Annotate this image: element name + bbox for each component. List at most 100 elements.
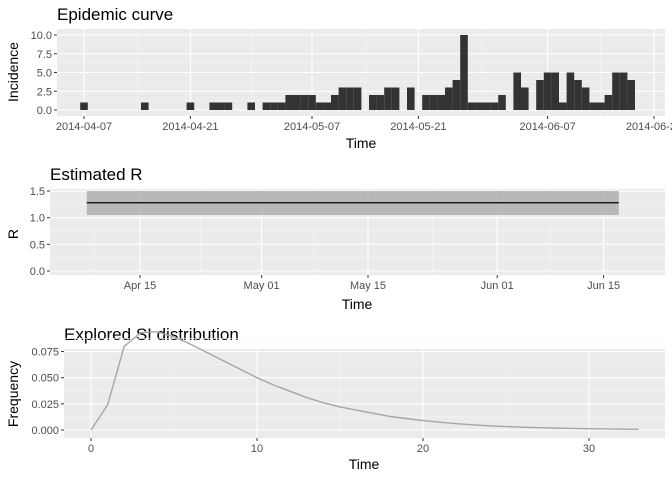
x-tick-labels: Apr 15 May 01 May 15 Jun 01 Jun 15 [124, 275, 620, 292]
y-tick-label: 0.000 [31, 425, 59, 437]
x-tick-label: 20 [417, 443, 429, 455]
x-tick-label: May 01 [244, 280, 280, 292]
panel-estimated-r: Estimated R 0.0 0.5 1.0 1.5 Apr 15 May 01 May… [5, 165, 665, 312]
bar [270, 102, 278, 110]
bar [391, 87, 400, 110]
bar [277, 102, 286, 110]
chart-title: Epidemic curve [57, 5, 173, 24]
bar [513, 72, 521, 110]
bar [619, 72, 628, 110]
y-tick-label: 10.0 [31, 30, 52, 42]
bar [452, 80, 461, 110]
bar [521, 87, 529, 110]
panel-epidemic-curve: Epidemic curve 0.0 2.5 5.0 7.5 10.0 2014-04-… [5, 5, 672, 151]
bar [186, 102, 195, 110]
x-tick-label: 2014-06-07 [519, 121, 575, 133]
bar [566, 72, 575, 110]
bar [338, 87, 347, 110]
bar [574, 80, 582, 110]
si-line [90, 330, 639, 431]
x-tick-label: Apr 15 [124, 280, 156, 292]
x-axis-label: Time [349, 456, 380, 472]
bar [80, 102, 88, 110]
si-distribution-line [90, 330, 639, 431]
x-tick-label: 10 [251, 443, 263, 455]
bar [422, 95, 430, 110]
bar [559, 102, 567, 110]
x-tick-labels: 2014-04-07 2014-04-21 2014-05-07 2014-05-21… [56, 116, 672, 133]
y-axis-label: Frequency [5, 361, 21, 427]
y-tick-label: 1.5 [30, 186, 45, 198]
x-tick-label: 2014-05-21 [390, 121, 446, 133]
bars [80, 35, 635, 110]
x-tick-label: 2014-04-21 [162, 121, 218, 133]
bar [597, 102, 605, 110]
bar [217, 102, 225, 110]
y-axis-label: R [5, 229, 21, 239]
chart-title: Estimated R [50, 165, 143, 184]
bar [498, 95, 506, 110]
x-tick-label: 2014-04-07 [56, 121, 112, 133]
y-axis-label: Incidence [5, 42, 21, 102]
bar [536, 80, 544, 110]
x-tick-label: Jun 15 [587, 280, 620, 292]
bar [293, 95, 301, 110]
bar [315, 102, 324, 110]
y-tick-label: 0.5 [30, 239, 45, 251]
bar [604, 95, 613, 110]
y-tick-label: 1.0 [30, 213, 45, 225]
x-tick-label: 2014-05-07 [284, 121, 340, 133]
bar [224, 102, 233, 110]
x-axis-label: Time [346, 135, 377, 151]
bar [384, 87, 392, 110]
bar [445, 87, 453, 110]
x-tick-label: May 15 [350, 280, 386, 292]
x-tick-labels: 0 10 20 30 [88, 438, 595, 455]
bar [581, 87, 590, 110]
bar [589, 102, 597, 110]
bar [346, 87, 354, 110]
bar [543, 72, 552, 110]
bar [551, 72, 559, 110]
y-tick-label: 0.025 [31, 399, 59, 411]
bar [353, 87, 362, 110]
bar [323, 102, 331, 110]
bar [141, 102, 149, 110]
bar [490, 102, 499, 110]
bar [467, 102, 476, 110]
y-tick-label: 0.0 [30, 266, 45, 278]
x-tick-label: 30 [583, 443, 595, 455]
bar [429, 95, 438, 110]
y-tick-label: 2.5 [37, 86, 52, 98]
grid-lines [64, 338, 665, 438]
bar [627, 80, 635, 110]
y-tick-label: 0.075 [31, 347, 59, 359]
bar [460, 35, 468, 110]
bar [285, 95, 293, 110]
y-tick-labels: 0.0 2.5 5.0 7.5 10.0 [31, 30, 57, 117]
chart-title: Explored SI distribution [64, 325, 239, 344]
estimate-marks [86, 191, 619, 216]
y-tick-label: 7.5 [37, 49, 52, 61]
bar [262, 102, 271, 110]
y-tick-label: 5.0 [37, 68, 52, 80]
x-tick-label: 0 [88, 443, 94, 455]
bar [612, 72, 620, 110]
plot-background [64, 349, 665, 438]
bar [437, 95, 445, 110]
bar [475, 102, 483, 110]
bar [308, 95, 316, 110]
x-tick-label: 2014-06-21 [626, 121, 672, 133]
y-tick-label: 0.0 [37, 105, 52, 117]
bar [300, 95, 309, 110]
bar [483, 102, 491, 110]
bar [209, 102, 217, 110]
x-tick-label: Jun 01 [481, 280, 514, 292]
bar [331, 95, 339, 110]
panel-si-distribution: Explored SI distribution 0.000 0.025 0.050… [5, 325, 665, 472]
bar [369, 95, 377, 110]
y-tick-labels: 0.000 0.025 0.050 0.075 [31, 347, 64, 437]
y-tick-label: 0.050 [31, 373, 59, 385]
bar [247, 102, 255, 110]
